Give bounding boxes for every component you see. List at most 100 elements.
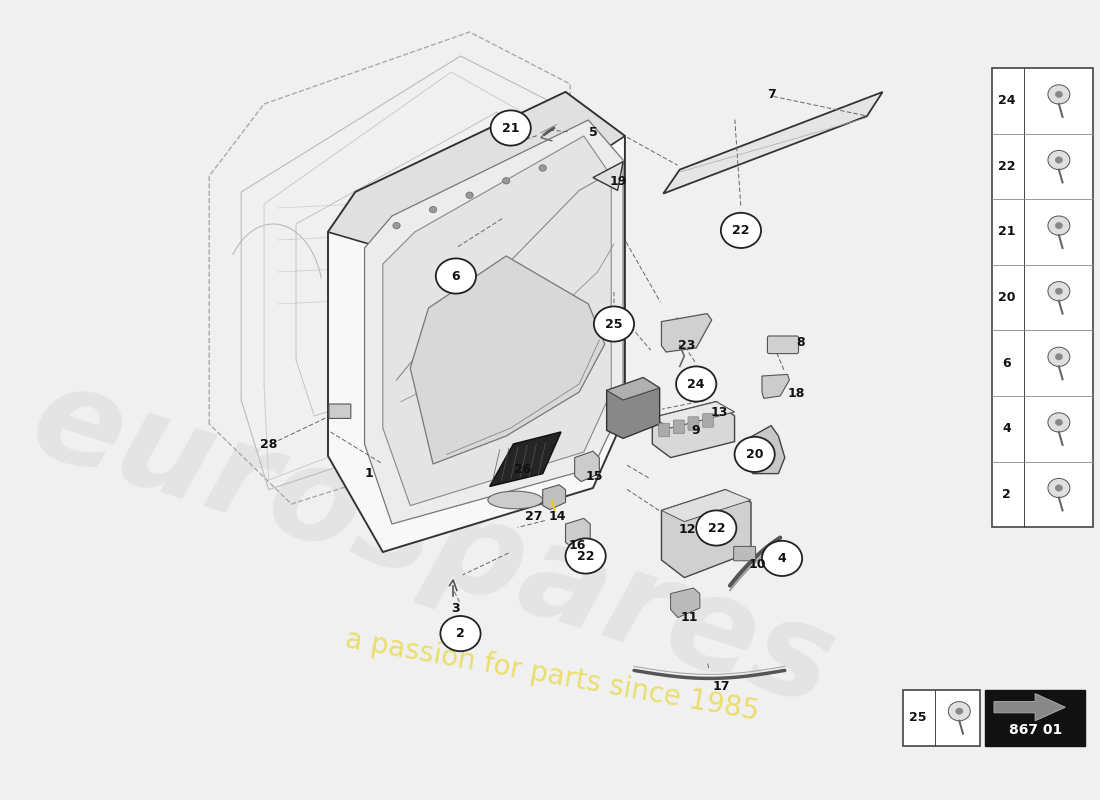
FancyBboxPatch shape (984, 690, 1086, 746)
Circle shape (436, 258, 476, 294)
Polygon shape (661, 314, 712, 352)
Text: 4: 4 (1002, 422, 1011, 435)
Polygon shape (574, 451, 600, 482)
Circle shape (1048, 282, 1070, 301)
Circle shape (466, 192, 473, 198)
Circle shape (676, 366, 716, 402)
Text: 21: 21 (502, 122, 519, 134)
Circle shape (1055, 354, 1063, 360)
Text: 20: 20 (998, 291, 1015, 304)
Ellipse shape (488, 491, 542, 509)
Text: 22: 22 (576, 550, 594, 562)
Circle shape (1048, 150, 1070, 170)
Text: 16: 16 (569, 539, 586, 552)
FancyBboxPatch shape (903, 690, 980, 746)
Text: eurospares: eurospares (16, 354, 849, 734)
Text: 13: 13 (711, 406, 728, 418)
Circle shape (503, 178, 509, 184)
Circle shape (429, 206, 437, 213)
Circle shape (491, 110, 531, 146)
Text: 11: 11 (680, 611, 697, 624)
Polygon shape (383, 136, 612, 506)
FancyBboxPatch shape (688, 417, 698, 430)
Text: 1: 1 (365, 467, 374, 480)
Text: 3: 3 (452, 602, 460, 614)
FancyBboxPatch shape (659, 423, 670, 437)
Text: 18: 18 (788, 387, 805, 400)
Polygon shape (744, 426, 784, 474)
Text: 9: 9 (692, 424, 701, 437)
Text: 25: 25 (605, 318, 623, 330)
Polygon shape (542, 485, 565, 510)
Text: a passion for parts since 1985: a passion for parts since 1985 (343, 626, 761, 726)
Polygon shape (328, 92, 625, 552)
Circle shape (539, 165, 547, 171)
Text: 21: 21 (998, 226, 1015, 238)
Text: 8: 8 (796, 336, 804, 349)
Circle shape (1055, 222, 1063, 229)
Text: 6: 6 (1002, 357, 1011, 370)
Circle shape (1048, 85, 1070, 104)
Polygon shape (607, 378, 660, 400)
Text: 22: 22 (998, 160, 1015, 173)
Text: 2: 2 (1002, 488, 1011, 501)
Text: 27: 27 (525, 510, 542, 522)
Polygon shape (663, 92, 882, 194)
Text: 22: 22 (707, 522, 725, 534)
Polygon shape (593, 162, 623, 190)
Circle shape (393, 222, 400, 229)
FancyBboxPatch shape (768, 336, 799, 354)
Polygon shape (661, 490, 751, 578)
Circle shape (1055, 91, 1063, 98)
Text: 15: 15 (586, 470, 604, 482)
Text: 24: 24 (998, 94, 1015, 107)
Circle shape (1055, 288, 1063, 294)
Polygon shape (652, 402, 735, 428)
Text: 24: 24 (688, 378, 705, 390)
Polygon shape (652, 402, 735, 458)
Text: 867 01: 867 01 (1009, 723, 1062, 737)
Circle shape (440, 616, 481, 651)
Text: 28: 28 (260, 438, 277, 450)
Circle shape (1048, 216, 1070, 235)
FancyBboxPatch shape (734, 546, 756, 561)
Text: 14: 14 (549, 510, 566, 522)
Circle shape (1048, 413, 1070, 432)
Text: 10: 10 (749, 558, 766, 570)
Text: 17: 17 (712, 680, 729, 693)
FancyBboxPatch shape (673, 420, 684, 434)
Polygon shape (661, 490, 751, 522)
Text: 7: 7 (767, 88, 775, 101)
Polygon shape (994, 694, 1065, 721)
FancyBboxPatch shape (992, 68, 1092, 527)
Circle shape (1048, 347, 1070, 366)
Circle shape (594, 306, 634, 342)
Polygon shape (328, 92, 625, 244)
Circle shape (1055, 157, 1063, 163)
Text: 5: 5 (588, 126, 597, 138)
Circle shape (735, 437, 774, 472)
Circle shape (1055, 485, 1063, 491)
Text: 12: 12 (679, 523, 696, 536)
Circle shape (696, 510, 736, 546)
Circle shape (1048, 478, 1070, 498)
Polygon shape (364, 120, 623, 524)
Text: 23: 23 (679, 339, 695, 352)
Text: 19: 19 (609, 175, 627, 188)
FancyBboxPatch shape (703, 414, 714, 427)
Circle shape (948, 702, 970, 721)
Text: 25: 25 (909, 711, 926, 724)
Circle shape (720, 213, 761, 248)
Polygon shape (565, 518, 591, 547)
Text: 4: 4 (778, 552, 786, 565)
Circle shape (565, 538, 606, 574)
Text: 20: 20 (746, 448, 763, 461)
Polygon shape (490, 432, 561, 486)
Polygon shape (410, 256, 605, 464)
Polygon shape (762, 374, 790, 398)
Polygon shape (671, 588, 700, 618)
Circle shape (956, 708, 962, 714)
Text: 6: 6 (452, 270, 460, 282)
Polygon shape (607, 378, 660, 438)
Text: 22: 22 (733, 224, 750, 237)
